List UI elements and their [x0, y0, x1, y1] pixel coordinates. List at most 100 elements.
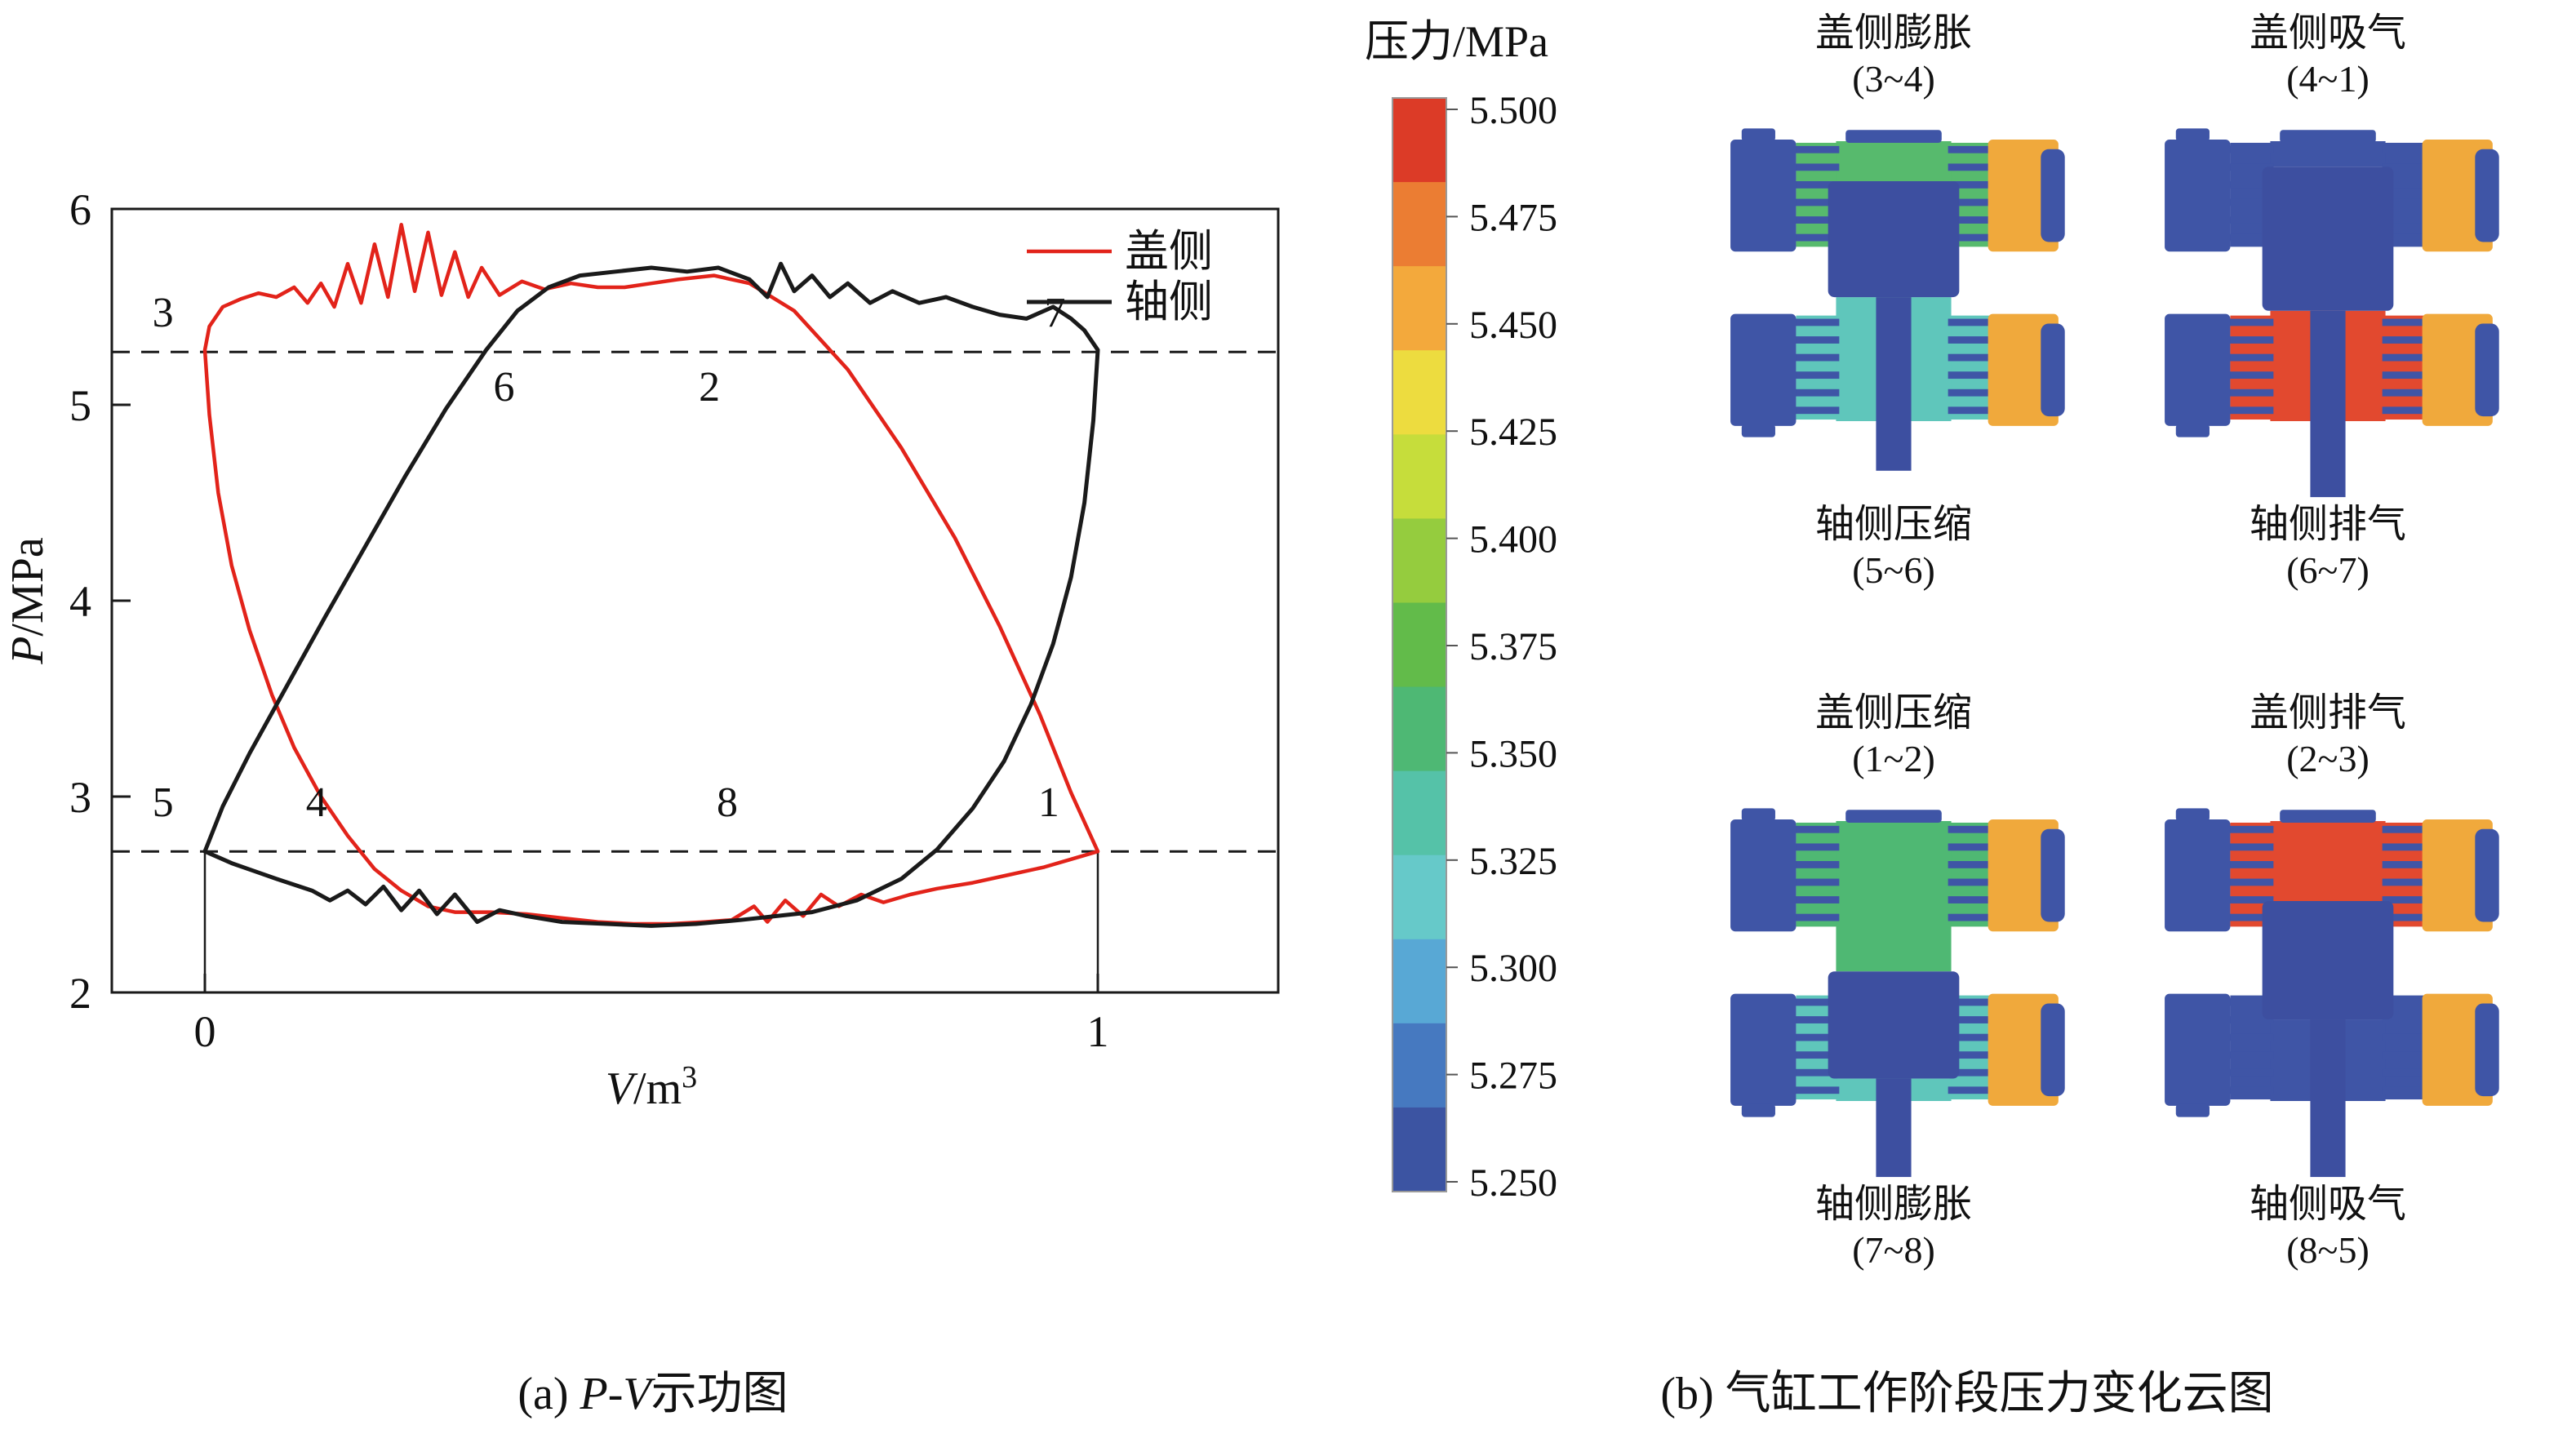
labyrinth-tooth: [1794, 825, 1840, 833]
labyrinth-tooth: [1794, 371, 1840, 380]
labyrinth-tooth: [2228, 1068, 2274, 1077]
labyrinth-tooth: [1948, 406, 1993, 415]
labyrinth-tooth: [2382, 181, 2427, 189]
machine-top-label: 盖侧压缩: [1814, 691, 1972, 735]
colorbar-segment: [1392, 1107, 1446, 1192]
colorbar-segment: [1392, 686, 1446, 772]
x-axis-label: V/m3: [606, 1060, 697, 1114]
machine-bottom-label: 轴侧压缩: [1814, 503, 1972, 546]
colorbar-segment: [1392, 98, 1446, 184]
left-lower-block: [1730, 993, 1797, 1106]
piston: [1828, 971, 1960, 1079]
colorbar-segment: [1392, 602, 1446, 688]
right-upper-block: [2422, 819, 2493, 932]
labyrinth-tooth: [2382, 1051, 2427, 1059]
machine-contour-image: [1714, 101, 2073, 501]
legend-label: 盖侧: [1125, 227, 1213, 276]
right-lower-block: [2422, 993, 2493, 1106]
labyrinth-tooth: [2382, 913, 2427, 921]
labyrinth-tooth: [1794, 861, 1840, 868]
x-tick-label: 0: [194, 1007, 216, 1056]
machine-contour-image: [2148, 101, 2507, 501]
labyrinth-tooth: [2228, 353, 2274, 362]
labyrinth-tooth: [2382, 1033, 2427, 1041]
state-point-label: 7: [1044, 290, 1065, 336]
colorbar-segment: [1392, 350, 1446, 436]
colorbar-segment: [1392, 266, 1446, 352]
colorbar-tick-label: 5.325: [1469, 840, 1557, 883]
machine-bottom-range: (6~7): [2286, 549, 2369, 591]
left-lower-tab: [1741, 1103, 1775, 1117]
colorbar-tick-label: 5.400: [1469, 518, 1557, 562]
x-tick-label: 1: [1087, 1007, 1109, 1056]
labyrinth-tooth: [1794, 318, 1840, 326]
labyrinth-tooth: [1794, 406, 1840, 415]
labyrinth-tooth: [1948, 233, 1993, 242]
labyrinth-tooth: [2228, 1033, 2274, 1041]
state-point-label: 3: [153, 290, 174, 336]
labyrinth-tooth: [2228, 233, 2274, 242]
colorbar-segment: [1392, 939, 1446, 1024]
labyrinth-tooth: [2228, 181, 2274, 189]
pressure-colorbar: 5.500 5.475 5.450 5.425 5.400 5.375 5.350 5.325…: [1392, 89, 1557, 1205]
labyrinth-tooth: [1948, 998, 1993, 1006]
labyrinth-tooth: [2228, 896, 2274, 903]
labyrinth-tooth: [2382, 878, 2427, 886]
labyrinth-tooth: [1948, 1068, 1993, 1077]
labyrinth-tooth: [1794, 1068, 1840, 1077]
labyrinth-tooth: [2382, 318, 2427, 326]
left-lower-block: [1730, 313, 1797, 426]
colorbar-title: 压力/MPa: [1365, 5, 1548, 69]
state-point-label: 5: [153, 779, 174, 826]
labyrinth-tooth: [2382, 353, 2427, 362]
pv-curve-cover-side: [202, 222, 1100, 926]
machine-figure: 盖侧压缩 (1~2) 轴侧膨胀 (7~8): [1706, 690, 2081, 1272]
labyrinth-tooth: [1948, 825, 1993, 833]
colorbar-tick-label: 5.300: [1469, 947, 1557, 990]
left-lower-tab: [2175, 1103, 2210, 1117]
labyrinth-tooth: [1794, 353, 1840, 362]
cylinder-pressure-contour: [1730, 808, 2065, 1178]
labyrinth-tooth: [1794, 163, 1840, 171]
machine-top-range: (2~3): [2286, 738, 2369, 779]
labyrinth-tooth: [1948, 336, 1993, 344]
labyrinth-tooth: [1794, 878, 1840, 886]
left-upper-block: [2165, 819, 2231, 932]
state-point-label: 2: [699, 364, 720, 411]
labyrinth-tooth: [2228, 388, 2274, 397]
machine-contour-image: [2148, 781, 2507, 1181]
labyrinth-tooth: [2228, 371, 2274, 380]
colorbar-tick-label: 5.250: [1469, 1161, 1557, 1205]
labyrinth-tooth: [2228, 145, 2274, 153]
labyrinth-tooth: [2228, 913, 2274, 921]
right-lower-block: [1988, 313, 2059, 426]
colorbar-tick-label: 5.375: [1469, 625, 1557, 668]
left-upper-block: [1730, 819, 1797, 932]
labyrinth-tooth: [1794, 198, 1840, 206]
left-upper-tab: [1741, 808, 1775, 821]
cylinder-pressure-contour: [2165, 808, 2499, 1178]
labyrinth-tooth: [2382, 388, 2427, 397]
labyrinth-tooth: [1948, 371, 1993, 380]
machine-top-label: 盖侧膨胀: [1814, 11, 1972, 55]
left-upper-block: [2165, 140, 2231, 252]
y-tick-label: 5: [69, 381, 91, 430]
upper-gap-gas-right: [1949, 822, 1992, 927]
labyrinth-tooth: [2228, 318, 2274, 326]
labyrinth-tooth: [2228, 198, 2274, 206]
labyrinth-tooth: [1948, 1086, 1993, 1094]
colorbar-tick-label: 5.275: [1469, 1054, 1557, 1098]
cylinder-head: [2280, 130, 2376, 143]
colorbar-tick-label: 5.475: [1469, 196, 1557, 239]
left-upper-tab: [2175, 128, 2210, 141]
caption-a-prefix: (a): [517, 1369, 580, 1419]
piston-rod: [1876, 1078, 1912, 1178]
labyrinth-tooth: [1794, 913, 1840, 921]
plot-frame: [110, 207, 1280, 994]
labyrinth-tooth: [2228, 1016, 2274, 1023]
labyrinth-tooth: [1948, 181, 1993, 189]
colorbar-segment: [1392, 1023, 1446, 1108]
right-lower-cap: [2475, 323, 2499, 417]
labyrinth-tooth: [1948, 353, 1993, 362]
right-lower-cap: [2475, 1003, 2499, 1097]
